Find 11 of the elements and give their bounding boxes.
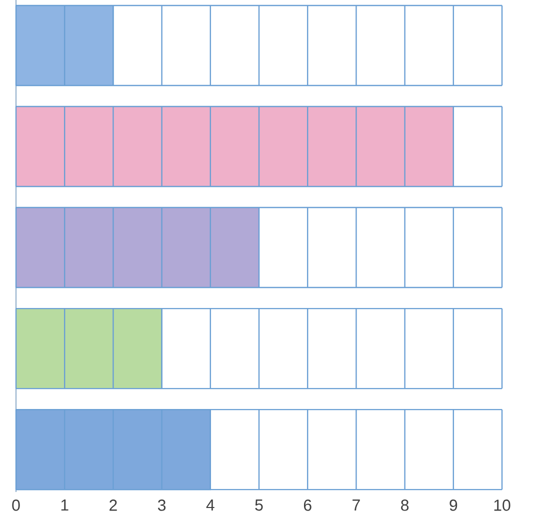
x-tick-label: 9 <box>450 500 458 511</box>
x-tick-label: 6 <box>304 500 312 511</box>
x-tick-label: 10 <box>494 500 510 511</box>
x-tick-label: 3 <box>158 500 166 511</box>
x-tick-label: 5 <box>255 500 263 511</box>
x-tick-label: 0 <box>12 500 20 511</box>
x-tick-label: 2 <box>110 500 117 511</box>
x-tick-label: 1 <box>61 500 68 511</box>
x-tick-label: 8 <box>401 500 409 511</box>
x-tick-label: 7 <box>352 500 360 511</box>
x-tick-label: 4 <box>206 500 214 511</box>
